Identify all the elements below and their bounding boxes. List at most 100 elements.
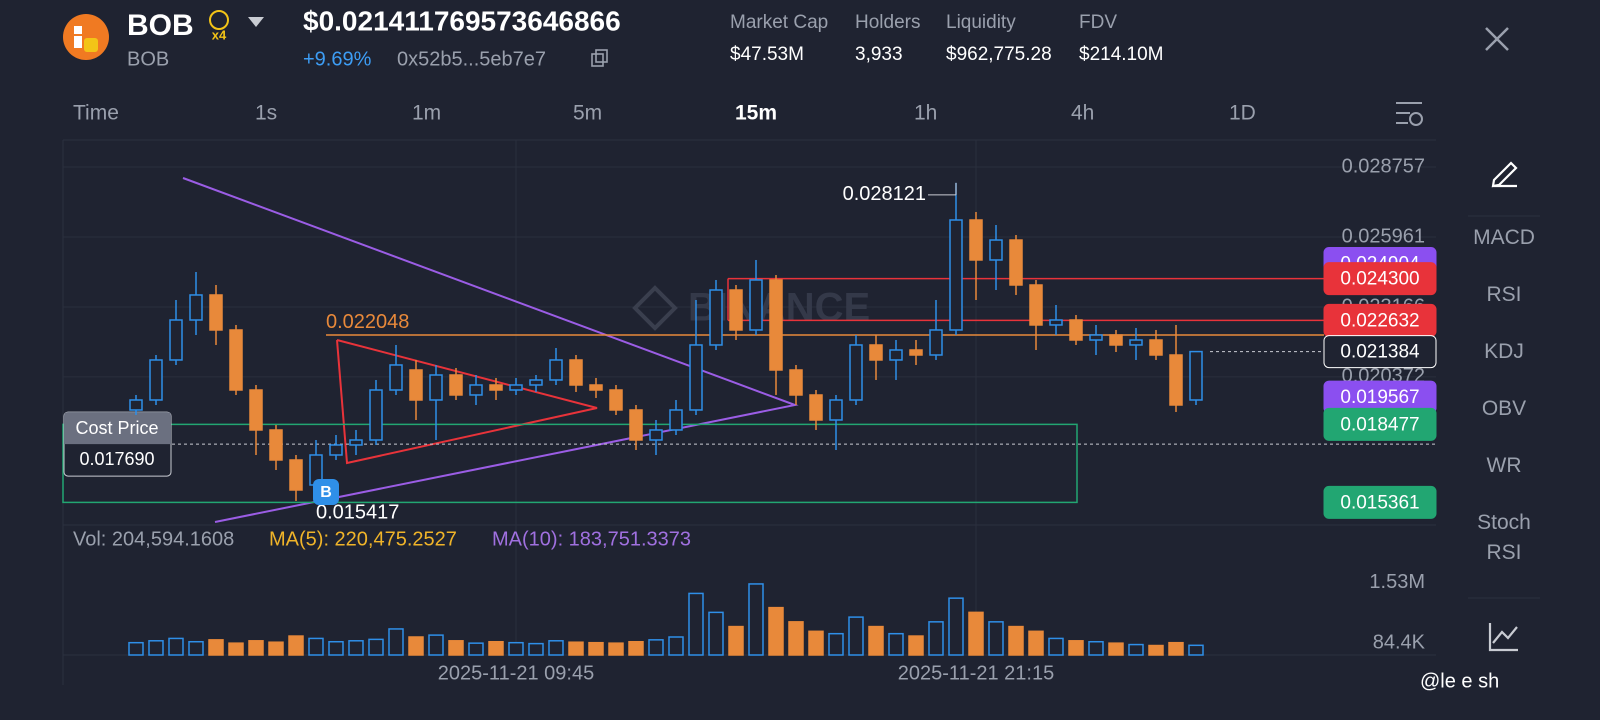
candle-body: [349, 439, 363, 446]
candle-body: [1169, 354, 1183, 406]
y-tick-label: 0.028757: [1342, 155, 1425, 177]
volume-bar: [228, 642, 244, 656]
candle-body: [1109, 334, 1123, 346]
candle-body: [189, 294, 203, 321]
copy-icon[interactable]: [595, 49, 608, 63]
indicator-item[interactable]: KDJ: [1484, 340, 1524, 363]
volume-bar: [808, 630, 824, 656]
candle-body: [809, 394, 823, 421]
volume-bar: [1128, 643, 1144, 656]
chart-icon[interactable]: [1488, 623, 1518, 652]
candle-body: [729, 289, 743, 331]
ma10-label: MA(10): 183,751.3373: [492, 528, 691, 550]
timeframe-tab[interactable]: 1h: [914, 102, 937, 125]
volume-bar: [308, 637, 324, 656]
indicator-item[interactable]: WR: [1486, 454, 1522, 477]
volume-bar: [688, 592, 704, 656]
indicator-item[interactable]: OBV: [1481, 397, 1527, 420]
volume-bar: [248, 640, 264, 656]
volume-label: Vol: 204,594.1608: [73, 528, 234, 550]
price-tag-label: 0.021384: [1340, 342, 1420, 363]
candle-body: [869, 344, 883, 361]
logo-mark: [74, 26, 82, 34]
candle-body: [749, 279, 763, 331]
volume-bar: [888, 632, 904, 656]
candle-body: [1069, 319, 1083, 341]
cost-value: 0.017690: [79, 449, 154, 469]
badge-icon: [209, 10, 229, 30]
volume-bar: [1168, 641, 1184, 656]
volume-bar: [1008, 625, 1024, 656]
buy-marker[interactable]: [313, 479, 339, 505]
dropdown[interactable]: [248, 17, 264, 27]
logo-badge: [84, 38, 98, 52]
timeframe-tab[interactable]: 4h: [1071, 102, 1094, 125]
close-button[interactable]: [1485, 27, 1509, 51]
stat-value: $962,775.28: [946, 44, 1052, 65]
price-tag: [1323, 335, 1437, 369]
candle-body: [689, 344, 703, 411]
volume-bar: [608, 642, 624, 656]
candle-body: [969, 219, 983, 261]
price-tag-label: 0.024300: [1340, 269, 1419, 290]
timeframe-tab[interactable]: 15m: [735, 102, 777, 125]
stat-value: $214.10M: [1079, 44, 1164, 65]
volume-bar: [288, 635, 304, 656]
candle-body: [1129, 339, 1143, 346]
volume-bar: [508, 641, 524, 656]
candle-body: [949, 219, 963, 331]
timeframe-tab[interactable]: Time: [73, 102, 119, 125]
copy-icon[interactable]: [591, 53, 604, 67]
candle-body: [389, 364, 403, 391]
candle-body: [609, 389, 623, 411]
candle-body: [1149, 339, 1163, 356]
volume-bar: [528, 642, 544, 656]
candle-body: [669, 409, 683, 431]
logo-mark: [74, 36, 82, 48]
volume-bar: [328, 640, 344, 656]
symbol: BOB: [127, 9, 194, 42]
indicator-item[interactable]: MACD: [1473, 226, 1535, 249]
volume-bar: [568, 641, 584, 656]
candle-body: [129, 399, 143, 411]
settings-icon[interactable]: [1396, 102, 1423, 126]
timeframe-tab[interactable]: 1m: [412, 102, 441, 125]
footer-watermark: @le e sh: [1420, 670, 1499, 692]
ma5-label: MA(5): 220,475.2527: [269, 528, 457, 550]
timeframe-tab[interactable]: 5m: [573, 102, 602, 125]
price: $0.021411769573646866: [303, 5, 621, 36]
change: +9.69%: [303, 48, 372, 70]
candle-body: [169, 319, 183, 361]
volume-bar: [348, 640, 364, 656]
candle-body: [889, 349, 903, 361]
candle-body: [529, 379, 543, 386]
timeframe-tab[interactable]: 1s: [255, 102, 277, 125]
y-tick-label: 0.025961: [1342, 225, 1425, 247]
candle-body: [329, 444, 343, 456]
annotation-label: 0.022048: [326, 311, 409, 333]
indicator-item[interactable]: Stoch RSI: [1477, 511, 1531, 564]
stat-label: FDV: [1079, 12, 1117, 33]
volume-tick-label: 84.4K: [1373, 631, 1426, 653]
volume-bar: [1088, 640, 1104, 656]
triangle-drawing: [336, 339, 598, 465]
price-tag: [1323, 485, 1437, 519]
timeframe-tab[interactable]: 1D: [1229, 102, 1256, 125]
candle-body: [709, 289, 723, 346]
volume-bar: [628, 640, 644, 656]
indicator-item[interactable]: RSI: [1486, 283, 1522, 306]
high-label: 0.028121: [843, 183, 926, 205]
volume-bar: [848, 616, 864, 656]
zone-box: [62, 423, 1078, 504]
volume-bar: [768, 606, 784, 656]
stat-value: $47.53M: [730, 44, 804, 65]
candle-body: [369, 389, 383, 441]
candle-body: [1049, 319, 1063, 326]
volume-bar: [908, 635, 924, 656]
volume-bar: [148, 640, 164, 656]
volume-bar: [488, 640, 504, 656]
draw-icon[interactable]: [1491, 161, 1518, 188]
candle-body: [1009, 239, 1023, 286]
cost-box-head: [64, 412, 171, 445]
cost-title: Cost Price: [75, 418, 158, 438]
